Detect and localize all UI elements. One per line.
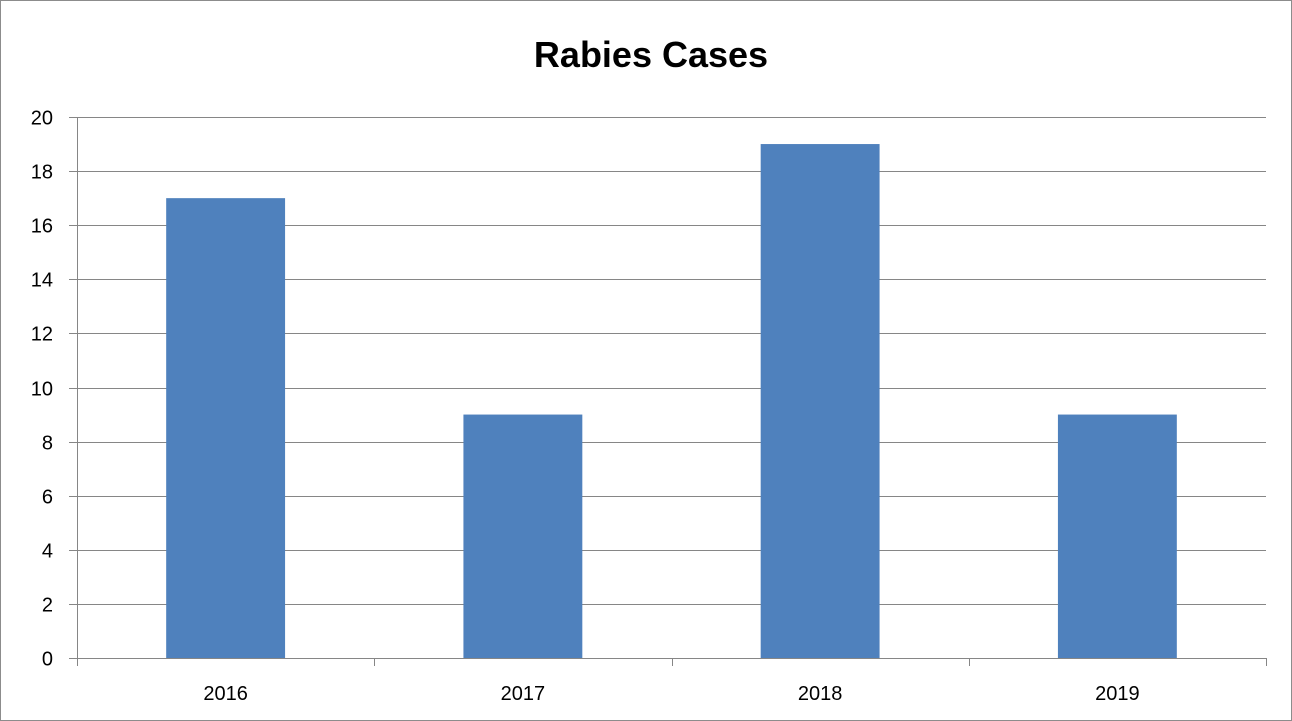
y-tick-label: 12 bbox=[31, 324, 53, 346]
bar-2017 bbox=[463, 414, 583, 658]
x-tick-label: 2019 bbox=[1095, 683, 1140, 705]
bar-2019 bbox=[1057, 414, 1177, 658]
y-tick-label: 4 bbox=[42, 541, 53, 563]
y-tick-label: 14 bbox=[31, 270, 53, 292]
y-tick-label: 6 bbox=[42, 487, 53, 509]
x-axis-tick-labels: 2016 2017 2018 2019 bbox=[203, 683, 1139, 705]
chart-title: Rabies Cases bbox=[534, 34, 768, 75]
y-tick-label: 0 bbox=[42, 649, 53, 671]
bar-2018 bbox=[760, 144, 880, 659]
x-tick-label: 2017 bbox=[501, 683, 546, 705]
axes bbox=[69, 117, 1267, 666]
bar-2016 bbox=[166, 198, 286, 658]
x-tick-label: 2016 bbox=[203, 683, 248, 705]
bars bbox=[166, 144, 1177, 659]
y-tick-label: 20 bbox=[31, 108, 53, 130]
x-tick-label: 2018 bbox=[798, 683, 843, 705]
y-tick-label: 2 bbox=[42, 595, 53, 617]
y-tick-label: 8 bbox=[42, 433, 53, 455]
y-tick-label: 10 bbox=[31, 379, 53, 401]
y-tick-label: 16 bbox=[31, 216, 53, 238]
y-tick-label: 18 bbox=[31, 162, 53, 184]
y-axis-tick-labels: 0 2 4 6 8 10 12 14 16 18 20 bbox=[31, 108, 53, 671]
